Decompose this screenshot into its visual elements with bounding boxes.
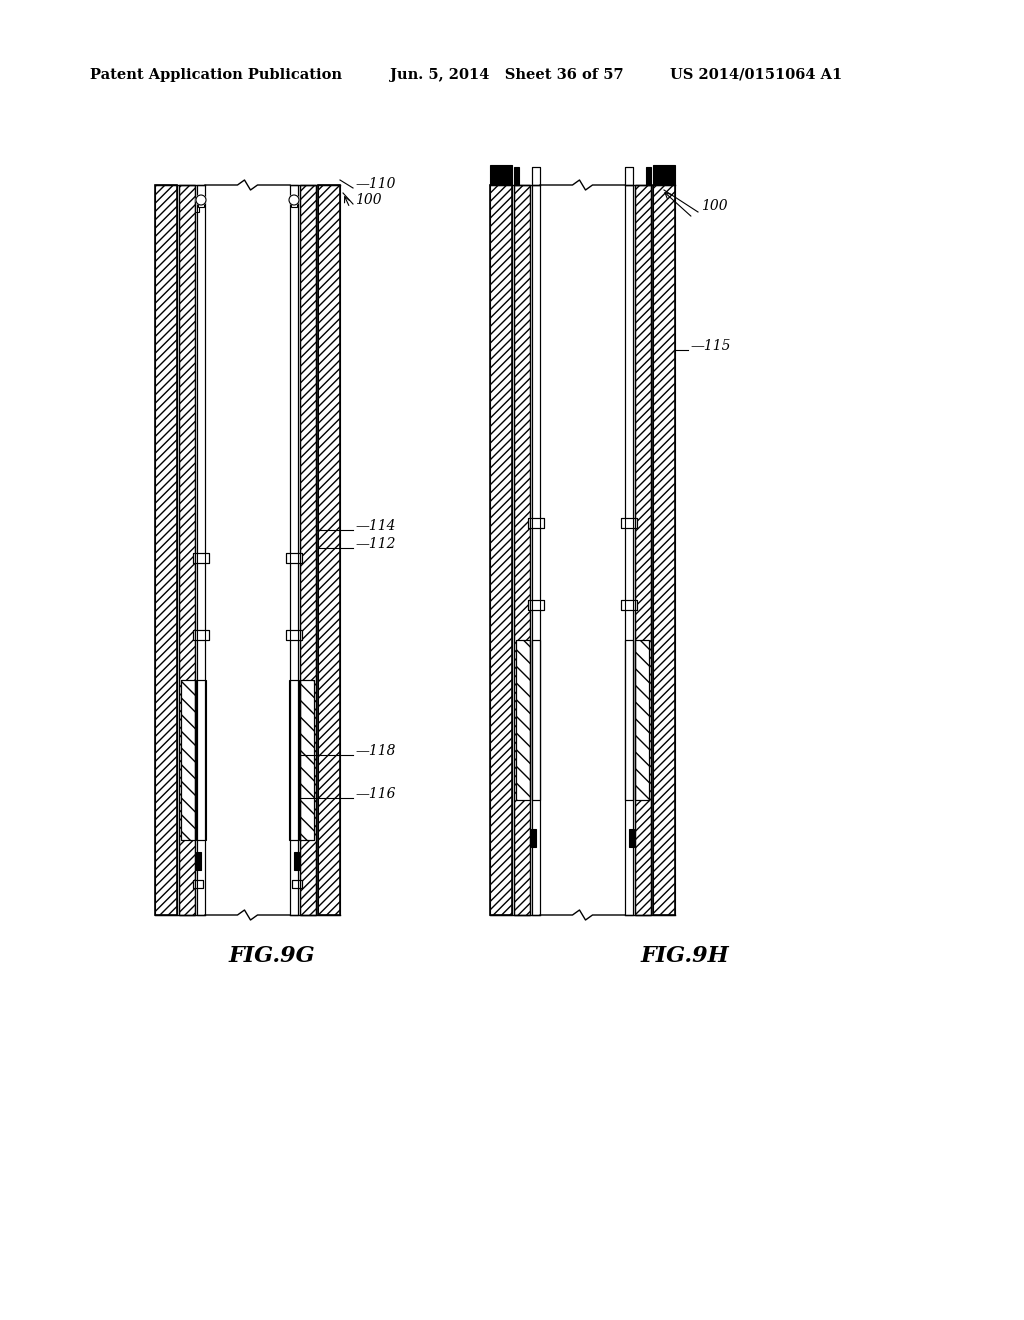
- Bar: [625, 640, 633, 800]
- Bar: [155, 185, 177, 915]
- Bar: [300, 680, 314, 840]
- Bar: [193, 880, 203, 888]
- Bar: [625, 168, 633, 185]
- Bar: [621, 517, 637, 528]
- Bar: [193, 553, 209, 564]
- Bar: [528, 601, 544, 610]
- Text: US 2014/0151064 A1: US 2014/0151064 A1: [670, 69, 843, 82]
- Bar: [193, 880, 203, 888]
- Bar: [155, 185, 177, 915]
- Text: —118: —118: [355, 744, 395, 758]
- Bar: [294, 851, 299, 870]
- Bar: [514, 185, 530, 915]
- Circle shape: [289, 195, 299, 205]
- Bar: [300, 185, 316, 915]
- Bar: [318, 185, 340, 915]
- Text: —116: —116: [355, 787, 395, 801]
- Text: —114: —114: [355, 519, 395, 533]
- Bar: [286, 553, 302, 564]
- Bar: [197, 185, 205, 915]
- Bar: [179, 185, 195, 915]
- Bar: [516, 640, 530, 800]
- Bar: [635, 640, 649, 800]
- Text: —110: —110: [355, 177, 395, 191]
- Bar: [653, 185, 675, 915]
- Bar: [531, 829, 536, 847]
- Bar: [532, 168, 540, 185]
- Bar: [532, 168, 540, 185]
- Text: FIG.9G: FIG.9G: [228, 945, 315, 968]
- Bar: [635, 185, 651, 915]
- Bar: [196, 680, 206, 840]
- Bar: [197, 185, 205, 915]
- Bar: [621, 517, 637, 528]
- Bar: [635, 185, 651, 915]
- Bar: [193, 553, 209, 564]
- Text: Patent Application Publication: Patent Application Publication: [90, 69, 342, 82]
- Bar: [179, 185, 195, 915]
- Bar: [290, 680, 298, 840]
- Bar: [290, 185, 298, 915]
- Bar: [528, 517, 544, 528]
- Bar: [514, 168, 519, 185]
- Bar: [653, 165, 675, 185]
- Bar: [516, 640, 530, 800]
- Bar: [286, 630, 302, 640]
- Bar: [532, 185, 540, 915]
- Bar: [532, 640, 540, 800]
- Bar: [621, 601, 637, 610]
- Bar: [286, 630, 302, 640]
- Bar: [625, 185, 633, 915]
- Bar: [300, 185, 316, 915]
- Bar: [528, 601, 544, 610]
- Bar: [629, 829, 634, 847]
- Bar: [291, 197, 297, 207]
- Text: —112: —112: [355, 537, 395, 550]
- Bar: [286, 553, 302, 564]
- Bar: [490, 185, 512, 915]
- Bar: [490, 165, 512, 185]
- Bar: [646, 168, 651, 185]
- Text: 100: 100: [355, 193, 382, 207]
- Bar: [490, 185, 512, 915]
- Bar: [514, 185, 530, 915]
- Bar: [289, 680, 299, 840]
- Text: FIG.9H: FIG.9H: [641, 945, 729, 968]
- Text: 100: 100: [701, 199, 728, 213]
- Bar: [653, 185, 675, 915]
- Bar: [197, 680, 205, 840]
- Bar: [193, 630, 209, 640]
- Bar: [532, 185, 540, 915]
- Bar: [528, 517, 544, 528]
- Bar: [196, 851, 201, 870]
- Bar: [181, 680, 195, 840]
- Bar: [625, 640, 633, 800]
- Circle shape: [196, 195, 206, 205]
- Bar: [292, 880, 302, 888]
- Bar: [290, 185, 298, 915]
- Bar: [621, 601, 637, 610]
- Bar: [292, 880, 302, 888]
- Bar: [625, 185, 633, 915]
- Bar: [193, 630, 209, 640]
- Bar: [195, 201, 199, 213]
- Bar: [635, 640, 649, 800]
- Bar: [625, 168, 633, 185]
- Bar: [181, 680, 195, 840]
- Text: —115: —115: [690, 339, 730, 352]
- Bar: [532, 640, 540, 800]
- Bar: [318, 185, 340, 915]
- Text: Jun. 5, 2014   Sheet 36 of 57: Jun. 5, 2014 Sheet 36 of 57: [390, 69, 624, 82]
- Bar: [198, 197, 204, 207]
- Bar: [300, 680, 314, 840]
